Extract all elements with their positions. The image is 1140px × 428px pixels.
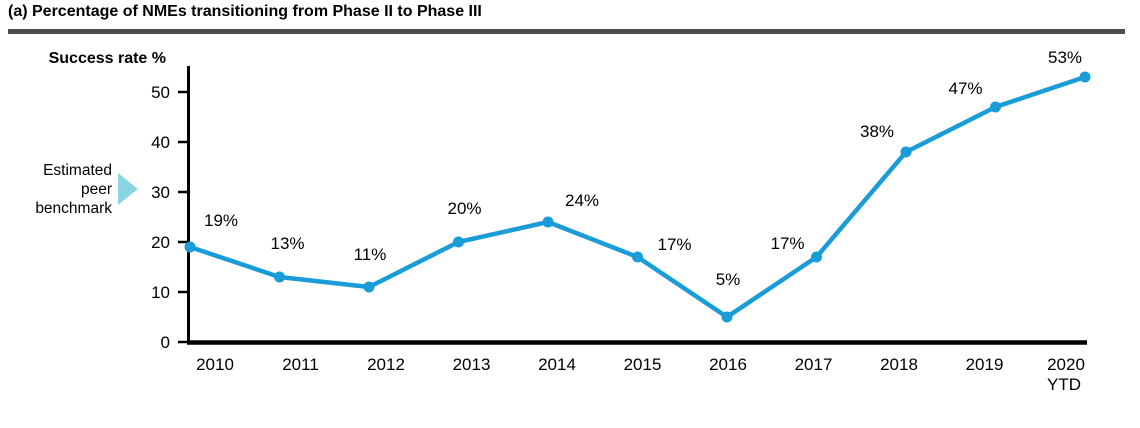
data-line	[187, 74, 1088, 320]
data-point	[184, 241, 196, 253]
data-point	[1079, 71, 1091, 83]
y-axis-title: Success rate %	[49, 50, 166, 67]
x-tick-label: 2013	[453, 355, 491, 374]
x-tick-label: 2015	[624, 355, 662, 374]
data-label: 20%	[447, 199, 481, 218]
data-point	[990, 101, 1001, 113]
data-point	[453, 236, 464, 248]
data-label: 17%	[657, 235, 691, 254]
x-tick-label: 2017	[795, 355, 833, 374]
x-tick-label: 2010	[196, 355, 234, 374]
x-tick-label: 2012	[367, 355, 405, 374]
x-tick-label: 2014	[538, 355, 576, 374]
data-label: 24%	[565, 191, 599, 210]
data-label: 5%	[716, 270, 741, 289]
x-tick-label: 2016	[709, 355, 747, 374]
data-label: 13%	[270, 234, 304, 253]
data-point	[632, 251, 643, 263]
data-point	[721, 311, 733, 323]
data-point	[363, 281, 375, 293]
data-label: 19%	[204, 211, 238, 230]
x-tick-label-line2: YTD	[1047, 375, 1081, 394]
y-tick-label: 0	[161, 333, 170, 352]
benchmark-arrow-icon	[118, 173, 138, 205]
data-point	[274, 271, 285, 283]
x-tick-label: 2020	[1047, 355, 1085, 374]
data-point	[900, 146, 912, 158]
data-label: 17%	[770, 234, 804, 253]
y-tick-label: 20	[151, 233, 170, 252]
data-label: 38%	[860, 122, 894, 141]
chart-title: (a) Percentage of NMEs transitioning fro…	[8, 3, 482, 20]
data-label: 53%	[1048, 48, 1082, 67]
benchmark-label: Estimated peer benchmark	[35, 162, 112, 217]
data-label: 11%	[354, 245, 387, 264]
y-tick-label: 40	[151, 133, 170, 152]
y-tick-label: 50	[151, 83, 170, 102]
data-label: 47%	[948, 79, 982, 98]
title-divider	[8, 29, 1125, 34]
x-tick-label: 2019	[966, 355, 1004, 374]
data-point	[811, 251, 822, 263]
y-tick-label: 10	[151, 283, 170, 302]
data-point	[542, 216, 554, 228]
y-tick-label: 30	[151, 183, 170, 202]
x-tick-label: 2018	[880, 355, 918, 374]
x-tick-label: 2011	[282, 355, 319, 374]
